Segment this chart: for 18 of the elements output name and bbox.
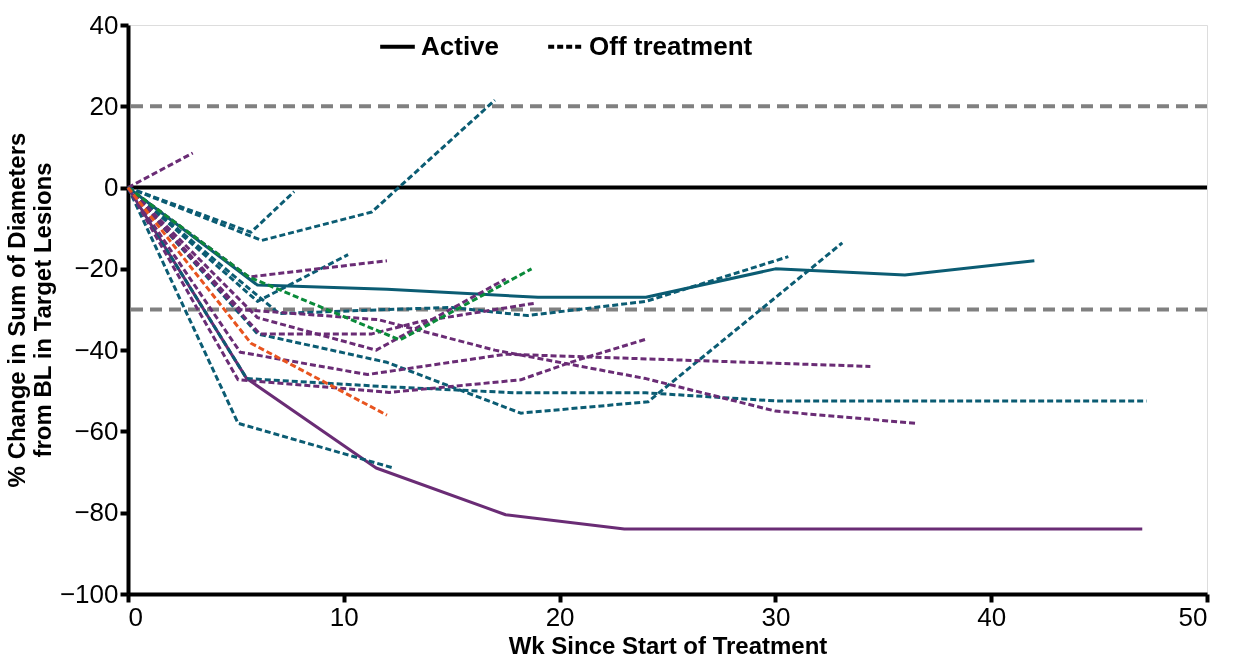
y-tick-label: 40: [89, 9, 119, 40]
x-tick-label: 20: [545, 601, 575, 632]
x-tick-label: 50: [1178, 601, 1208, 632]
y-axis-title: % Change in Sum of Diameters from BL in Target Lesions: [2, 132, 56, 488]
x-tick-label: 30: [761, 601, 791, 632]
annotation: Active: [421, 30, 500, 61]
x-tick-label: 40: [977, 601, 1007, 632]
x-tick-label: 0: [128, 601, 143, 632]
x-tick-label: 10: [329, 601, 359, 632]
y-tick-label: 0: [104, 172, 119, 203]
x-axis-title: Wk Since Start of Treatment: [508, 631, 828, 659]
y-tick-label: −80: [74, 497, 119, 528]
y-tick-label: −60: [74, 415, 119, 446]
y-tick-label: 20: [89, 90, 119, 121]
y-tick-label: −20: [74, 253, 119, 284]
y-tick-label: −40: [74, 334, 119, 365]
y-tick-label: −100: [59, 578, 119, 609]
annotation: Off treatment: [589, 30, 753, 61]
